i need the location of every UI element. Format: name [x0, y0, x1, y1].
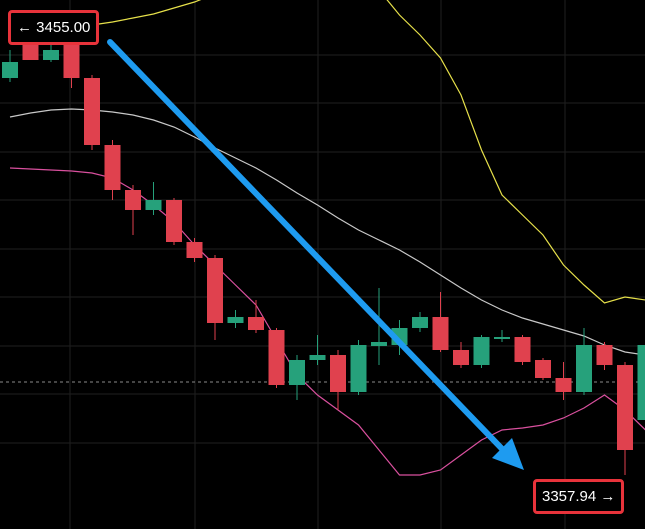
candle-body: [84, 78, 100, 145]
indicator-line: [9, 108, 645, 356]
candle-body: [350, 345, 367, 392]
indicator-line: [9, 0, 645, 304]
candle-body: [186, 242, 203, 258]
candle-body: [555, 378, 572, 392]
price-tag: ← 3455.00: [8, 10, 100, 45]
candle-body: [289, 360, 305, 385]
trend-arrow-thin: [109, 41, 201, 136]
candle-body: [207, 258, 223, 323]
candle-body: [473, 337, 490, 365]
candle-body: [227, 317, 244, 323]
candle-body: [637, 345, 645, 420]
indicator-line: [9, 167, 645, 476]
candle-body: [145, 200, 162, 210]
candle-body: [514, 337, 531, 362]
candle-body: [494, 337, 510, 339]
candle-body: [371, 342, 387, 346]
candle-body: [2, 62, 18, 78]
candle-body: [330, 355, 346, 392]
candle-body: [166, 200, 182, 242]
candle-body: [309, 355, 326, 360]
candle-body: [63, 45, 80, 78]
candle-body: [535, 360, 551, 378]
price-tag: 3357.94 →: [533, 479, 625, 514]
candle-body: [125, 190, 141, 210]
candle-body: [432, 317, 449, 350]
candle-body: [617, 365, 633, 450]
candle-body: [412, 317, 428, 328]
candle-body: [596, 345, 613, 365]
candle-body: [248, 317, 264, 330]
candle-body: [43, 50, 59, 60]
candle-body: [104, 145, 121, 190]
candle-body: [268, 330, 285, 385]
candle-body: [453, 350, 469, 365]
candle-body: [576, 345, 592, 392]
candle-body: [22, 45, 39, 60]
trend-arrowhead: [492, 438, 524, 470]
